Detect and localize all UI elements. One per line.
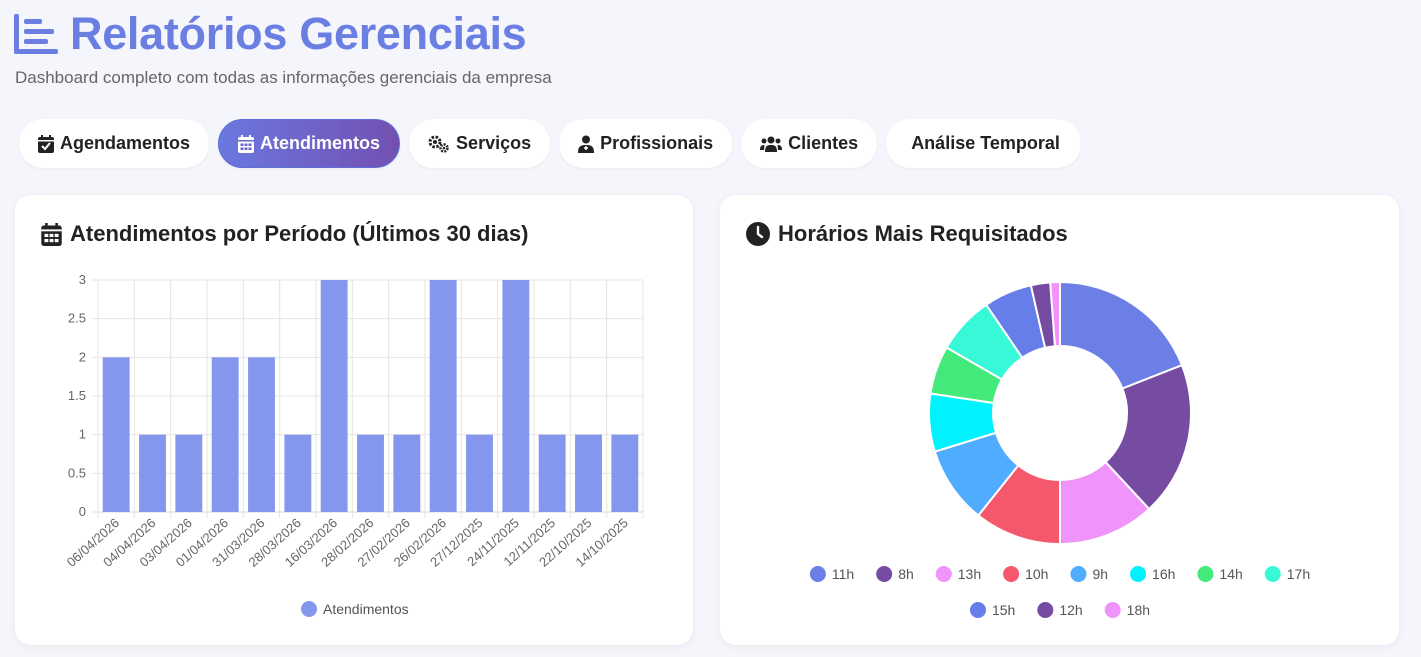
card-title: Atendimentos por Período (Últimos 30 dia… [41,221,528,247]
bar-chart-card: Atendimentos por Período (Últimos 30 dia… [15,195,693,645]
legend-swatch [1037,602,1054,618]
legend-label: 18h [1127,602,1150,618]
tab-label: Clientes [788,133,859,153]
calendar-icon [238,134,255,153]
bar[interactable] [211,357,239,512]
legend-item[interactable]: 14h [1197,566,1243,582]
legend-item[interactable]: 17h [1264,566,1310,582]
page-subtitle: Dashboard completo com todas as informaç… [15,68,552,87]
tab-profissionais[interactable]: Profissionais [559,119,733,168]
legend-label: 14h [1219,566,1242,582]
donut-chart-card: Horários Mais Requisitados 11h 8h 13h 10h 9h… [720,195,1399,645]
legend-swatch [1003,566,1020,582]
legend-swatch [1197,566,1214,582]
list-icon [14,11,60,57]
legend-swatch [935,566,952,582]
y-tick-label: 1 [79,427,86,442]
bar[interactable] [538,434,566,512]
calendar-icon [41,222,62,246]
legend-item[interactable]: 9h [1070,566,1108,582]
legend-label: 12h [1059,602,1082,618]
legend-swatch [1264,566,1281,582]
legend-label: 15h [992,602,1015,618]
legend-swatch [1104,602,1121,618]
legend-swatch [1130,566,1147,582]
tab-label: Agendamentos [60,133,191,153]
tab-label: Serviços [456,133,532,153]
bar[interactable] [248,357,275,512]
legend-label: 8h [898,566,914,582]
bar[interactable] [611,434,639,512]
legend-label: 9h [1092,566,1108,582]
clock-icon [746,222,770,246]
y-tick-label: 1.5 [68,388,86,403]
legend-item[interactable]: 13h [935,566,981,582]
users-icon [760,136,783,152]
bar[interactable] [139,434,166,512]
bar[interactable] [320,280,348,512]
legend-item[interactable]: 18h [1104,602,1150,618]
donut-slice[interactable] [1104,363,1192,511]
gears-icon [428,135,449,153]
bar-chart: 00.511.522.5306/04/202604/04/202603/04/2… [64,272,644,617]
bar[interactable] [357,434,384,512]
legend-item[interactable]: 8h [876,566,914,582]
legend-label: 13h [958,566,981,582]
y-tick-label: 0 [79,504,86,519]
legend-swatch [1070,566,1087,582]
y-tick-label: 3 [79,272,86,287]
bar-legend[interactable]: Atendimentos [301,601,409,617]
y-tick-label: 2 [79,349,86,364]
legend-item[interactable]: 10h [1003,566,1048,582]
bar[interactable] [466,434,493,512]
legend-label: 17h [1287,566,1310,582]
donut-slice[interactable] [1059,280,1184,390]
legend-label: 10h [1025,566,1048,582]
tab-analise-temporal[interactable]: Análise Temporal [886,119,1081,168]
report-tabs: Agendamentos Atendimentos Serviços Profi… [19,119,1081,168]
donut-slice[interactable] [1049,280,1061,348]
tab-servicos[interactable]: Serviços [409,119,551,168]
bar-chart-title: Atendimentos por Período (Últimos 30 dia… [70,221,529,246]
legend-item[interactable]: 15h [969,602,1015,618]
tab-label: Atendimentos [260,133,381,153]
legend-item[interactable]: 12h [1037,602,1083,618]
y-tick-label: 0.5 [68,465,86,480]
legend-item[interactable]: 16h [1130,566,1175,582]
user-doctor-icon [578,135,595,153]
donut-chart-title: Horários Mais Requisitados [778,221,1068,246]
page-title: Relatórios Gerenciais [70,8,527,59]
bar[interactable] [175,434,203,512]
legend-swatch [301,601,317,617]
legend-label: 16h [1152,566,1175,582]
legend-swatch [809,566,826,582]
calendar-check-icon [38,134,54,153]
bar[interactable] [502,280,530,512]
tab-clientes[interactable]: Clientes [741,119,878,168]
donut-chart: 11h 8h 13h 10h 9h 16h 14h 17h 15h 12h 18h [809,280,1310,618]
legend-item[interactable]: 11h [809,566,854,582]
bar[interactable] [284,434,312,512]
tab-agendamentos[interactable]: Agendamentos [19,119,210,168]
tab-label: Análise Temporal [911,133,1060,153]
legend-label: 11h [832,566,854,582]
legend-swatch [876,566,893,582]
legend-swatch [969,602,986,618]
page-header: Relatórios Gerenciais Dashboard completo… [14,6,552,88]
bar[interactable] [429,280,457,512]
card-title: Horários Mais Requisitados [746,221,1068,247]
legend-label: Atendimentos [323,601,409,617]
y-tick-label: 2.5 [68,311,86,326]
tab-label: Profissionais [600,133,714,153]
tab-atendimentos[interactable]: Atendimentos [218,119,401,168]
bar[interactable] [102,357,130,512]
bar[interactable] [393,434,421,512]
bar[interactable] [575,434,602,512]
